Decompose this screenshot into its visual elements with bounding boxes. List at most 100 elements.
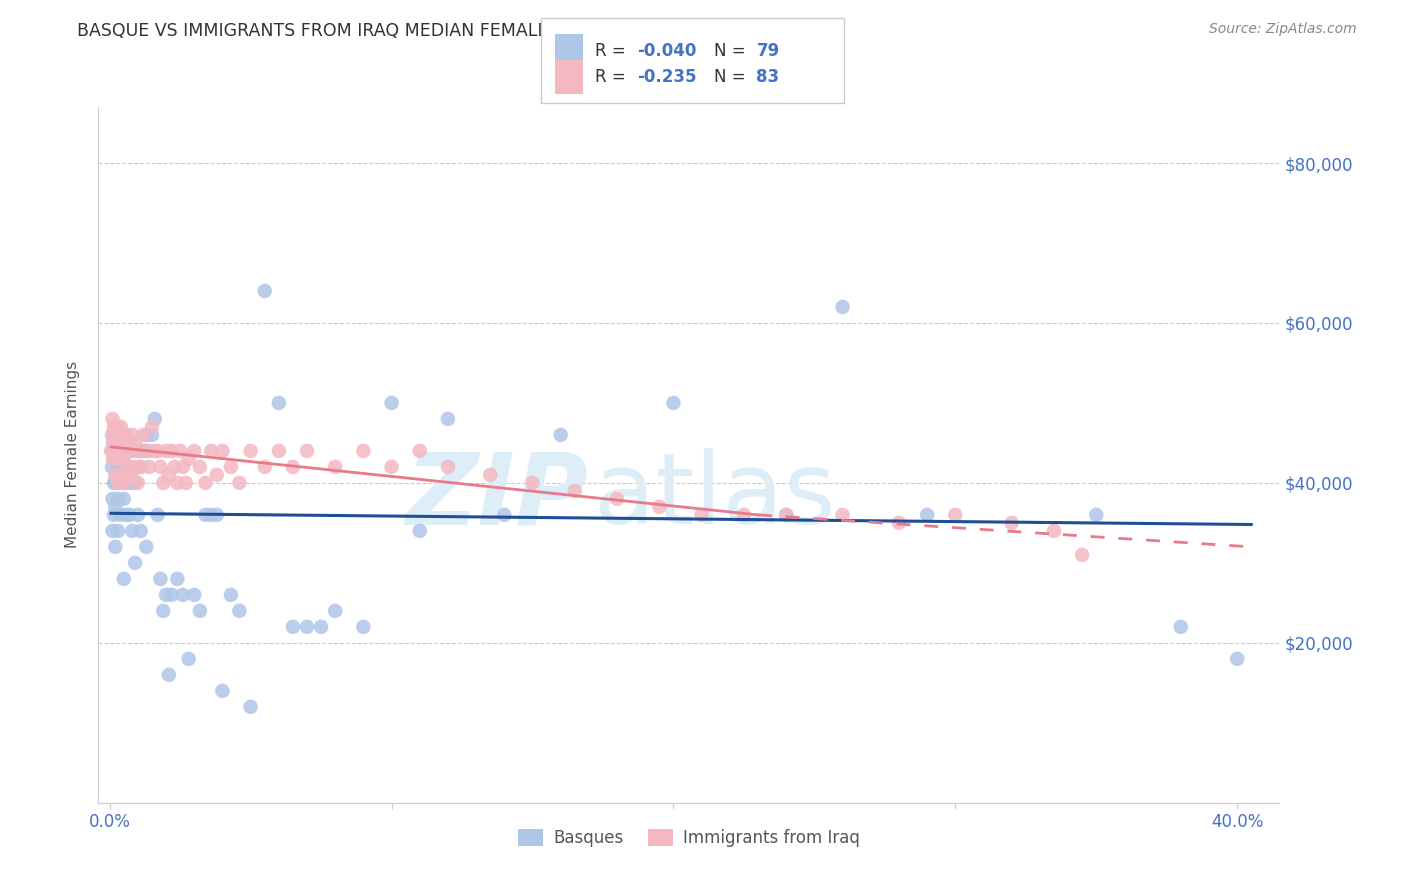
Point — [104, 436, 127, 450]
Point — [149, 572, 172, 586]
Point — [194, 475, 217, 490]
Point — [174, 475, 197, 490]
Point — [101, 451, 124, 466]
Point — [352, 444, 374, 458]
Text: -0.040: -0.040 — [637, 42, 696, 60]
Point — [115, 467, 138, 482]
Point — [177, 451, 200, 466]
Point — [380, 459, 402, 474]
Point — [152, 475, 174, 490]
Point — [118, 459, 141, 474]
Point — [112, 444, 135, 458]
Point — [205, 508, 228, 522]
Point — [115, 428, 138, 442]
Point — [409, 444, 432, 458]
Point — [107, 436, 129, 450]
Point — [155, 444, 177, 458]
Point — [188, 604, 211, 618]
Point — [200, 444, 222, 458]
Point — [205, 467, 228, 482]
Text: 79: 79 — [756, 42, 780, 60]
Text: BASQUE VS IMMIGRANTS FROM IRAQ MEDIAN FEMALE EARNINGS CORRELATION CHART: BASQUE VS IMMIGRANTS FROM IRAQ MEDIAN FE… — [77, 22, 839, 40]
Point — [135, 428, 157, 442]
Point — [118, 508, 141, 522]
Point — [564, 483, 586, 498]
Point — [104, 475, 127, 490]
Point — [124, 556, 146, 570]
Point — [1170, 620, 1192, 634]
Point — [149, 459, 172, 474]
Point — [138, 459, 160, 474]
Point — [135, 444, 157, 458]
Point — [104, 444, 127, 458]
Point — [103, 508, 125, 522]
Point — [110, 420, 132, 434]
Point — [146, 508, 169, 522]
Point — [183, 588, 205, 602]
Point — [138, 444, 160, 458]
Point — [606, 491, 628, 506]
Point — [105, 428, 128, 442]
Point — [101, 491, 124, 506]
Point — [239, 444, 262, 458]
Point — [239, 699, 262, 714]
Point — [309, 620, 332, 634]
Point — [107, 444, 129, 458]
Point — [163, 459, 186, 474]
Point — [132, 428, 155, 442]
Point — [380, 396, 402, 410]
Point — [127, 444, 149, 458]
Point — [110, 467, 132, 482]
Point — [129, 459, 152, 474]
Point — [129, 459, 152, 474]
Point — [132, 444, 155, 458]
Point — [690, 508, 713, 522]
Point — [253, 459, 276, 474]
Point — [118, 459, 141, 474]
Point — [100, 444, 122, 458]
Point — [733, 508, 755, 522]
Point — [152, 604, 174, 618]
Point — [101, 436, 124, 450]
Point — [267, 444, 290, 458]
Point — [118, 436, 141, 450]
Point — [522, 475, 544, 490]
Point — [211, 444, 233, 458]
Point — [121, 475, 143, 490]
Point — [194, 508, 217, 522]
Point — [103, 420, 125, 434]
Point — [281, 620, 304, 634]
Point — [648, 500, 671, 514]
Point — [775, 508, 797, 522]
Point — [112, 475, 135, 490]
Point — [267, 396, 290, 410]
Point — [160, 588, 183, 602]
Point — [253, 284, 276, 298]
Point — [107, 451, 129, 466]
Point — [352, 620, 374, 634]
Point — [110, 508, 132, 522]
Point — [103, 444, 125, 458]
Point — [157, 668, 180, 682]
Y-axis label: Median Female Earnings: Median Female Earnings — [65, 361, 80, 549]
Point — [409, 524, 432, 538]
Point — [228, 604, 250, 618]
Point — [104, 451, 127, 466]
Text: R =: R = — [595, 68, 631, 86]
Point — [188, 459, 211, 474]
Point — [104, 420, 127, 434]
Point — [219, 588, 242, 602]
Point — [124, 436, 146, 450]
Point — [121, 467, 143, 482]
Text: R =: R = — [595, 42, 631, 60]
Point — [177, 652, 200, 666]
Text: ZIP: ZIP — [405, 448, 589, 545]
Point — [200, 508, 222, 522]
Point — [121, 444, 143, 458]
Point — [166, 572, 188, 586]
Point — [112, 459, 135, 474]
Point — [129, 524, 152, 538]
Point — [479, 467, 502, 482]
Point — [183, 444, 205, 458]
Point — [107, 475, 129, 490]
